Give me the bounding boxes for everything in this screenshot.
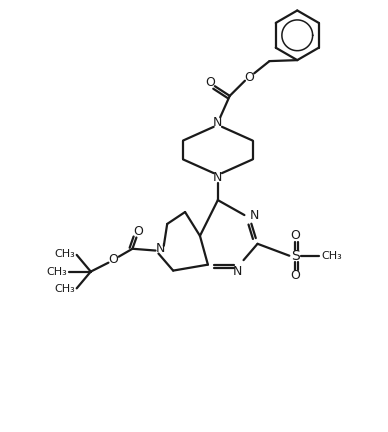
Text: O: O: [290, 269, 300, 282]
Text: O: O: [290, 229, 300, 242]
Text: O: O: [109, 253, 118, 266]
Text: N: N: [233, 265, 242, 278]
Text: N: N: [156, 242, 165, 255]
Text: N: N: [213, 171, 222, 184]
Text: CH₃: CH₃: [54, 284, 75, 294]
Text: CH₃: CH₃: [321, 251, 342, 261]
Text: CH₃: CH₃: [46, 267, 67, 276]
Text: N: N: [250, 209, 259, 222]
Text: S: S: [291, 249, 300, 263]
Text: O: O: [245, 70, 255, 83]
Text: O: O: [133, 226, 143, 238]
Text: O: O: [205, 76, 215, 89]
Text: N: N: [213, 116, 222, 129]
Text: CH₃: CH₃: [54, 249, 75, 259]
